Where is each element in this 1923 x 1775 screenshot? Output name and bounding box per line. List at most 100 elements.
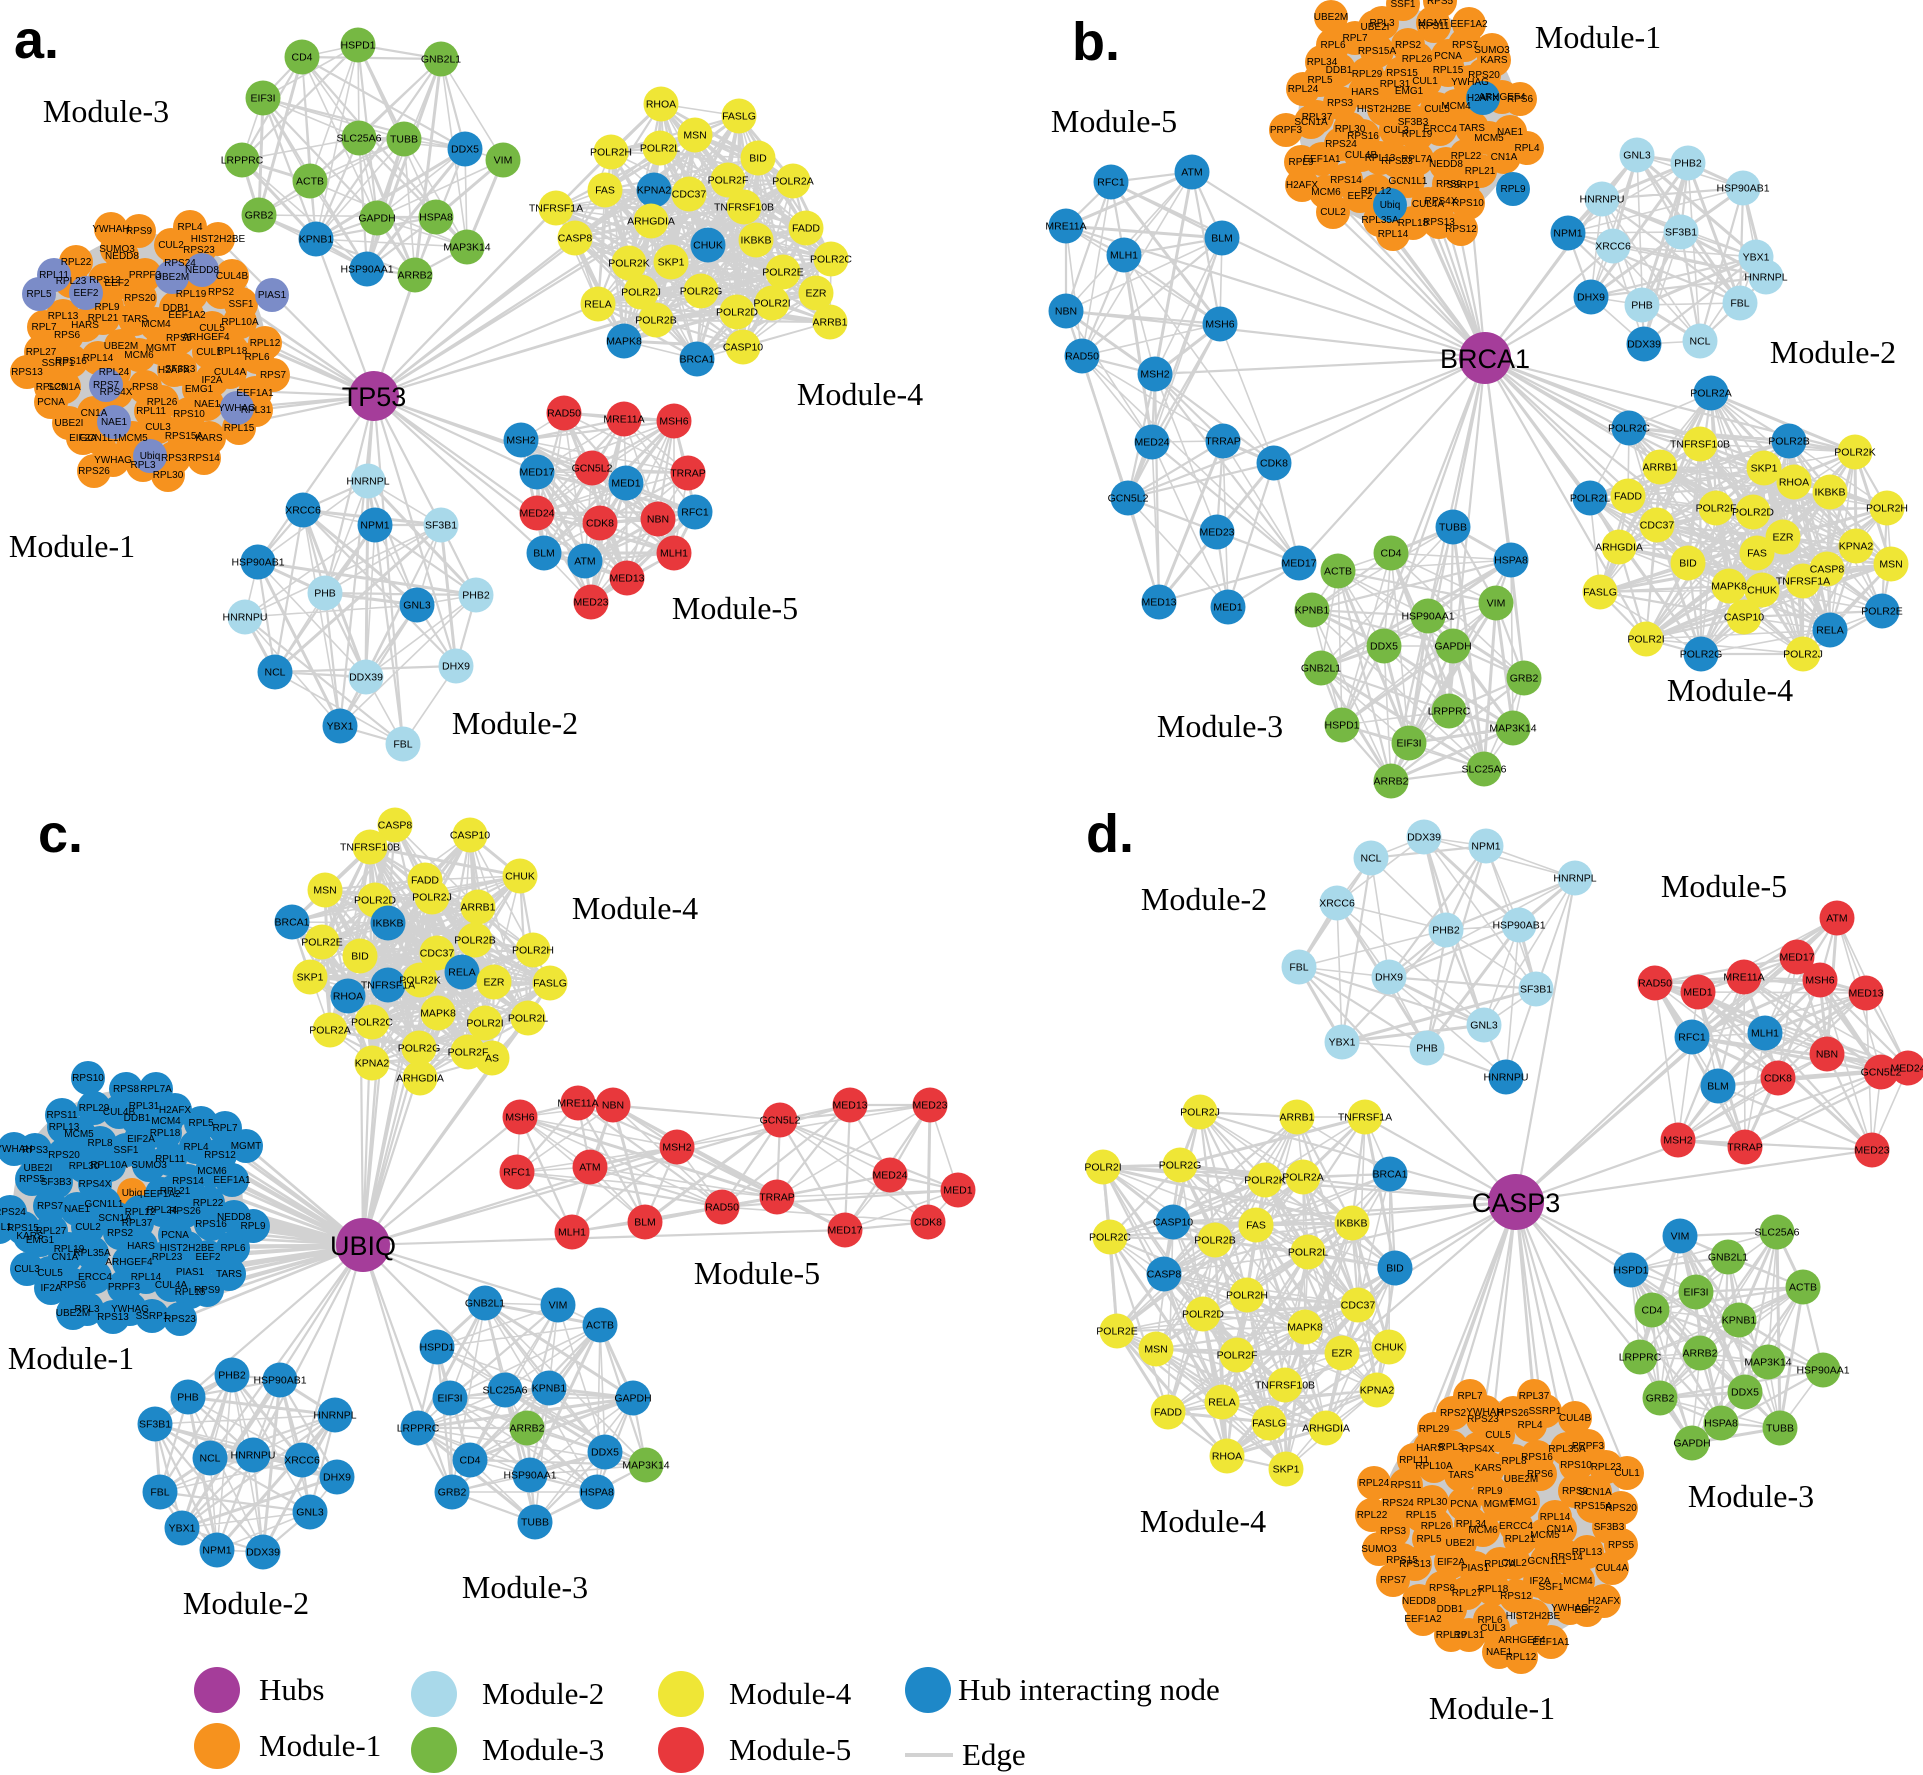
svg-text:POLR2C: POLR2C <box>810 254 852 266</box>
svg-text:RFC1: RFC1 <box>503 1167 531 1179</box>
svg-text:POLR2F: POLR2F <box>708 175 749 187</box>
svg-text:NCL: NCL <box>1360 853 1381 865</box>
svg-text:POLR2H: POLR2H <box>590 147 632 159</box>
svg-text:MSH6: MSH6 <box>1805 975 1834 987</box>
svg-text:RPS4X: RPS4X <box>79 1179 112 1190</box>
svg-text:CUL4A: CUL4A <box>214 367 247 378</box>
svg-text:DDX5: DDX5 <box>1370 641 1398 653</box>
svg-text:MCM5: MCM5 <box>64 1129 94 1140</box>
svg-text:RPL10A: RPL10A <box>90 1160 128 1171</box>
svg-text:MED24: MED24 <box>519 508 554 520</box>
svg-text:RPS12: RPS12 <box>204 1150 236 1161</box>
svg-text:LRPPRC: LRPPRC <box>397 1423 440 1435</box>
svg-text:Module-2: Module-2 <box>482 1676 604 1711</box>
svg-text:ATM: ATM <box>1181 167 1202 179</box>
svg-text:AS: AS <box>485 1053 499 1065</box>
svg-text:DDB1: DDB1 <box>1326 65 1353 76</box>
svg-text:RPS6: RPS6 <box>1527 1469 1554 1480</box>
svg-text:MED1: MED1 <box>943 1185 972 1197</box>
svg-text:MED17: MED17 <box>519 467 554 479</box>
svg-text:CUL4A: CUL4A <box>1412 199 1445 210</box>
svg-text:RPL4: RPL4 <box>1517 1420 1542 1431</box>
svg-text:Module-1: Module-1 <box>9 528 135 564</box>
svg-text:RPL6: RPL6 <box>244 352 269 363</box>
svg-text:MED13: MED13 <box>1848 988 1883 1000</box>
svg-text:EEF1A2: EEF1A2 <box>143 1189 181 1200</box>
svg-text:MED23: MED23 <box>1854 1145 1889 1157</box>
svg-text:MED1: MED1 <box>611 478 640 490</box>
svg-text:UBE2I: UBE2I <box>1446 1538 1475 1549</box>
svg-text:RPS16: RPS16 <box>55 356 87 367</box>
svg-text:MED1: MED1 <box>1683 987 1712 999</box>
svg-text:SCN1A: SCN1A <box>98 1213 132 1224</box>
svg-text:MED13: MED13 <box>1141 597 1176 609</box>
svg-text:ERCC4: ERCC4 <box>78 1272 112 1283</box>
svg-text:XRCC6: XRCC6 <box>284 1455 320 1467</box>
svg-text:RPL24: RPL24 <box>1288 84 1319 95</box>
svg-text:DHX9: DHX9 <box>1375 972 1403 984</box>
svg-text:POLR2B: POLR2B <box>454 935 495 947</box>
svg-text:PHB: PHB <box>1631 300 1653 312</box>
svg-text:MAPK8: MAPK8 <box>1711 581 1747 593</box>
svg-text:RELA: RELA <box>1208 1397 1235 1409</box>
svg-text:TRRAP: TRRAP <box>759 1192 795 1204</box>
svg-text:RAD50: RAD50 <box>1638 978 1672 990</box>
svg-text:CUL5: CUL5 <box>1424 104 1450 115</box>
svg-text:GCN5L2: GCN5L2 <box>572 463 613 475</box>
svg-text:TRRAP: TRRAP <box>1205 436 1241 448</box>
svg-text:SCN1A: SCN1A <box>1578 1487 1612 1498</box>
svg-text:MAP3K14: MAP3K14 <box>1489 723 1536 735</box>
svg-text:YWHAH: YWHAH <box>92 224 129 235</box>
svg-text:PCNA: PCNA <box>37 397 65 408</box>
svg-text:CASP3: CASP3 <box>1472 1188 1561 1218</box>
svg-text:Ubiq: Ubiq <box>140 451 161 462</box>
svg-text:RPS10: RPS10 <box>1452 198 1484 209</box>
svg-text:HNRNPU: HNRNPU <box>1580 194 1625 206</box>
svg-text:CUL2: CUL2 <box>75 1222 101 1233</box>
svg-text:SLC25A6: SLC25A6 <box>483 1385 528 1397</box>
svg-text:NPM1: NPM1 <box>202 1545 231 1557</box>
svg-text:POLR2J: POLR2J <box>412 892 452 904</box>
svg-text:HARS: HARS <box>1351 87 1379 98</box>
svg-text:RPL13: RPL13 <box>1572 1547 1603 1558</box>
svg-text:ARRB2: ARRB2 <box>1373 776 1408 788</box>
svg-text:XRCC6: XRCC6 <box>1319 898 1355 910</box>
svg-text:RPL27: RPL27 <box>36 1226 67 1237</box>
svg-text:DDX39: DDX39 <box>1407 832 1441 844</box>
svg-text:RPL37: RPL37 <box>1519 1391 1550 1402</box>
svg-text:NPM1: NPM1 <box>360 520 389 532</box>
svg-text:RPS24: RPS24 <box>1382 1498 1414 1509</box>
svg-text:RPL22: RPL22 <box>1357 1510 1388 1521</box>
svg-text:EIF2A: EIF2A <box>69 433 97 444</box>
svg-text:RHOA: RHOA <box>646 99 676 111</box>
svg-text:POLR2A: POLR2A <box>1690 388 1731 400</box>
svg-text:RPS3: RPS3 <box>1327 98 1354 109</box>
svg-text:MAP3K14: MAP3K14 <box>1744 1357 1791 1369</box>
svg-text:RPS6: RPS6 <box>1507 94 1534 105</box>
svg-text:GRB2: GRB2 <box>245 210 274 222</box>
svg-text:PCNA: PCNA <box>1434 51 1462 62</box>
svg-text:YWHAH: YWHAH <box>0 1144 33 1155</box>
svg-text:SSRP1: SSRP1 <box>1447 180 1480 191</box>
svg-text:BID: BID <box>749 153 767 165</box>
svg-text:Edge: Edge <box>962 1737 1026 1772</box>
svg-text:RPL27: RPL27 <box>1452 1588 1483 1599</box>
svg-text:RPL34: RPL34 <box>1307 57 1338 68</box>
svg-text:RPS9: RPS9 <box>1562 1486 1589 1497</box>
svg-text:BLM: BLM <box>1211 233 1233 245</box>
svg-text:RPS7: RPS7 <box>93 380 120 391</box>
svg-text:Module-3: Module-3 <box>1157 708 1283 744</box>
svg-text:Ubiq: Ubiq <box>1380 200 1401 211</box>
svg-text:GNB2L1: GNB2L1 <box>1301 663 1341 675</box>
svg-text:POLR2L: POLR2L <box>640 143 680 155</box>
svg-text:HSP90AB1: HSP90AB1 <box>1492 920 1545 932</box>
svg-text:GRB2: GRB2 <box>438 1487 467 1499</box>
svg-text:POLR2E: POLR2E <box>1861 606 1902 618</box>
svg-text:POLR2G: POLR2G <box>1680 649 1723 661</box>
svg-text:GNL3: GNL3 <box>296 1507 324 1519</box>
svg-text:POLR2A: POLR2A <box>1282 1172 1323 1184</box>
svg-text:RPS13: RPS13 <box>11 367 43 378</box>
svg-text:RPL22: RPL22 <box>1451 151 1482 162</box>
svg-text:ATM: ATM <box>1826 913 1847 925</box>
svg-text:KARS: KARS <box>1474 1463 1502 1474</box>
